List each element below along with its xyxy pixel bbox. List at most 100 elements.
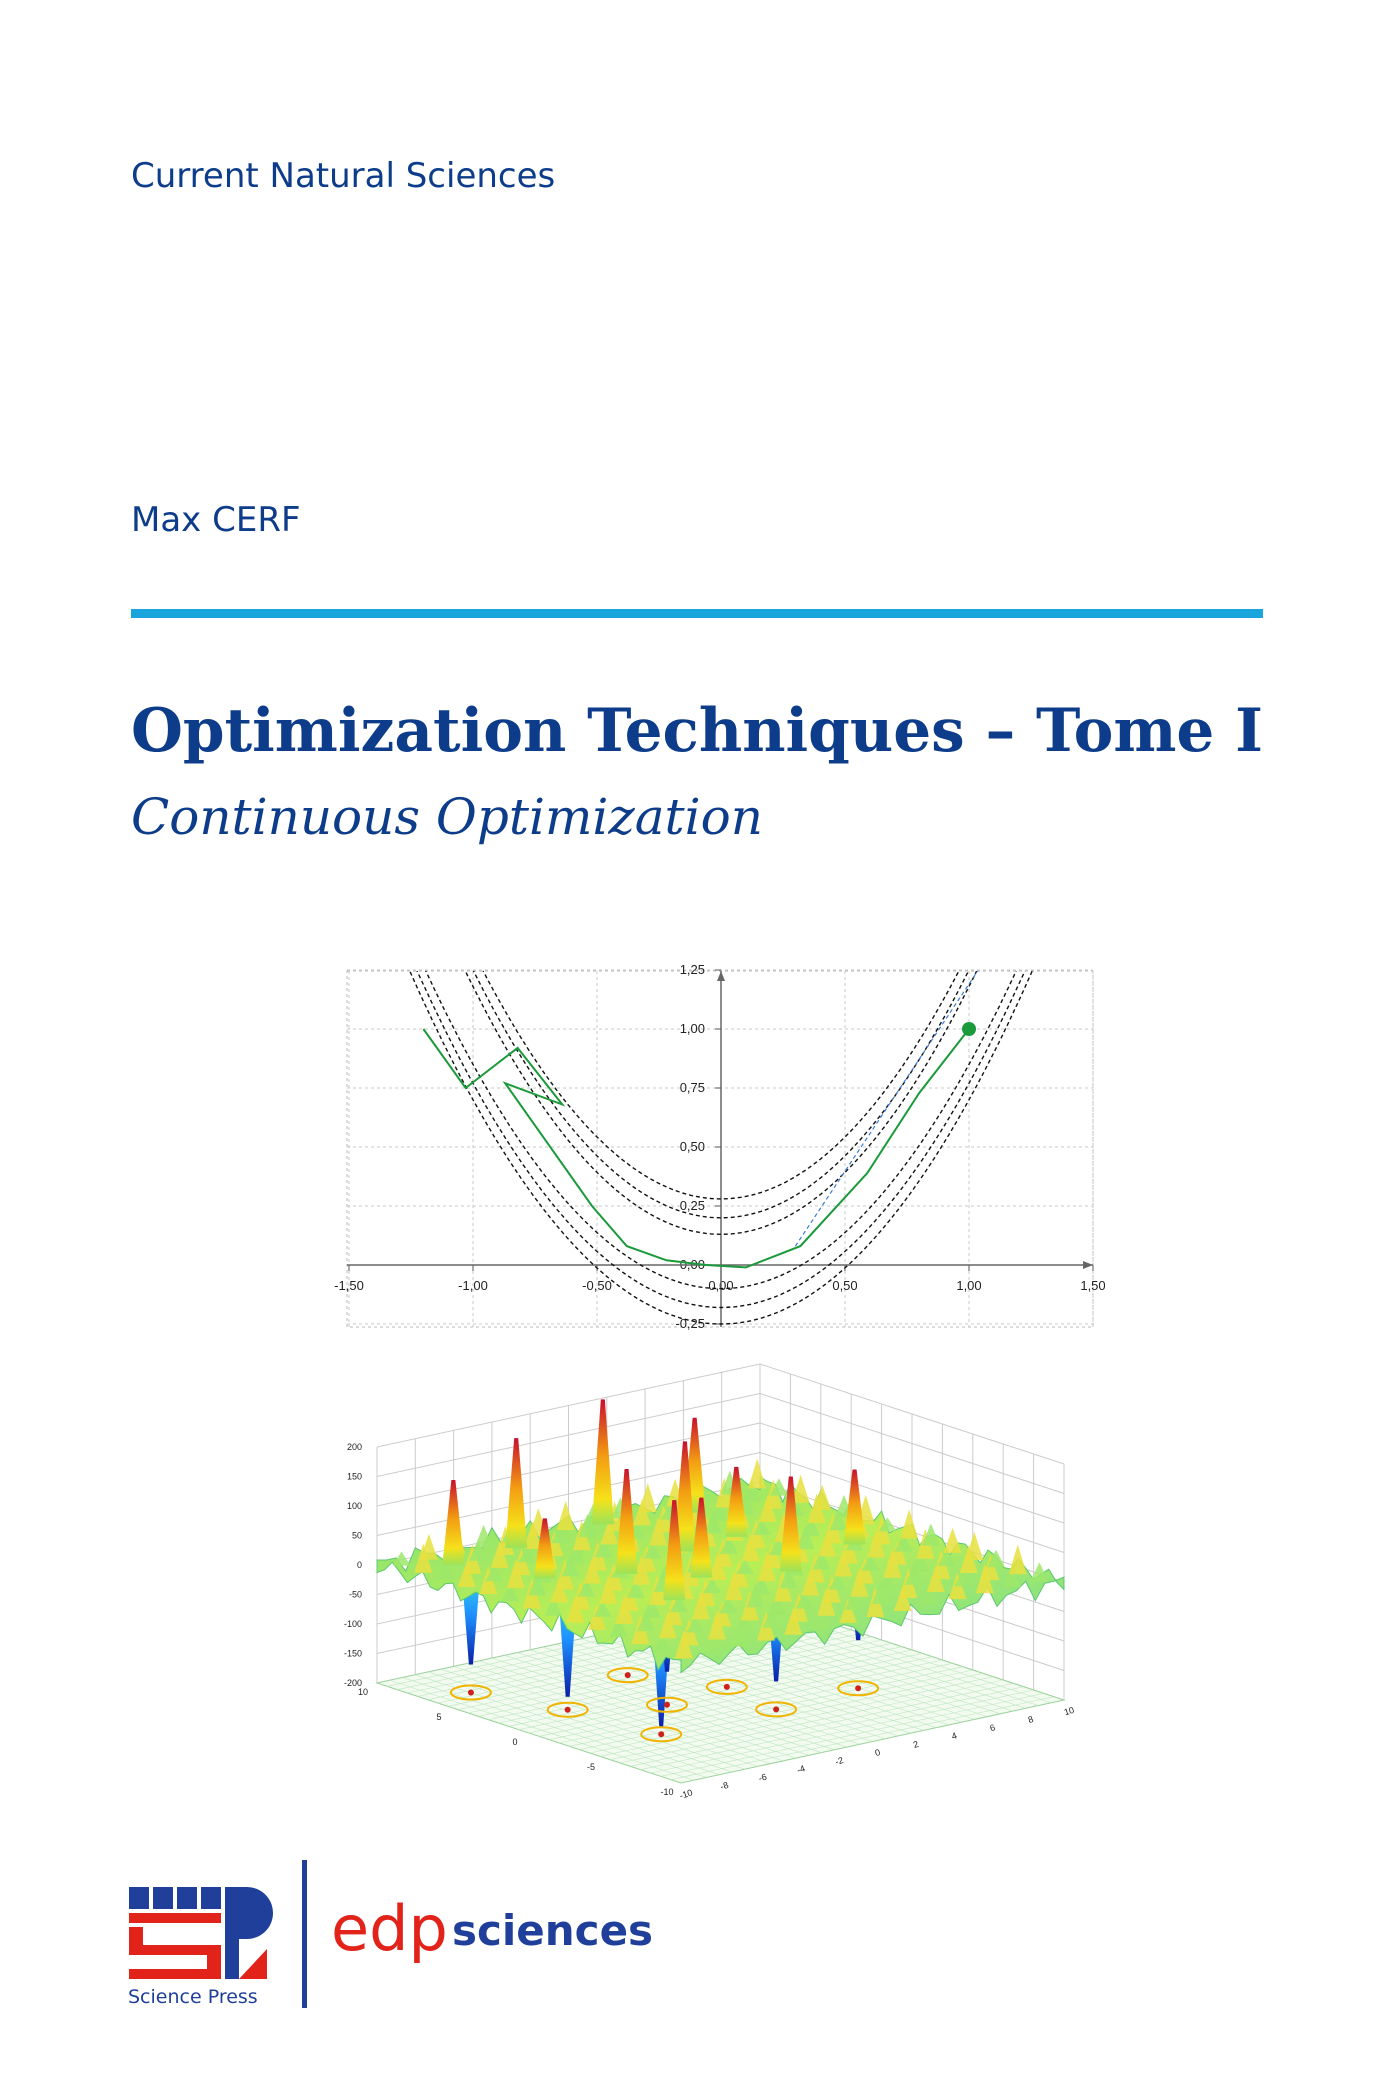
- surface-bump: [561, 1555, 580, 1577]
- floor-contour: [658, 1731, 665, 1738]
- surface-bump: [620, 1586, 639, 1611]
- x-tick-label: 1,00: [956, 1278, 981, 1293]
- right-axis-label: -6: [757, 1772, 768, 1784]
- surface-bump: [583, 1557, 602, 1584]
- surface-bump: [637, 1610, 656, 1632]
- z-tick-label: -150: [344, 1649, 362, 1659]
- x-tick-label: 0,50: [832, 1278, 857, 1293]
- right-axis-label: 6: [989, 1722, 997, 1733]
- floor-grid: [650, 1689, 1034, 1774]
- up-spike: [690, 1497, 713, 1578]
- right-axis-label: 4: [950, 1731, 958, 1742]
- surface-bump: [485, 1565, 504, 1582]
- surface-bump: [779, 1567, 798, 1589]
- left-axis-label: -10: [660, 1787, 673, 1797]
- title: Optimization Techniques – Tome I: [131, 696, 1263, 766]
- surface-bump: [828, 1575, 847, 1590]
- x-tick-label: -0,50: [582, 1278, 612, 1293]
- floor-contour: [837, 1680, 880, 1697]
- floor-grid: [640, 1686, 1024, 1770]
- surface-bump: [593, 1600, 612, 1617]
- right-axis-label: 0: [874, 1747, 882, 1758]
- surface-bump: [910, 1548, 929, 1572]
- surface-bump: [643, 1542, 662, 1559]
- surface-bump: [713, 1601, 732, 1627]
- surface-bump: [518, 1546, 537, 1563]
- axis-arrow: [1083, 1261, 1093, 1269]
- surface-bump: [801, 1569, 820, 1596]
- left-axis-label: 5: [436, 1712, 441, 1722]
- z-tick-label: 50: [352, 1531, 362, 1541]
- surface-bump: [609, 1616, 628, 1638]
- search-direction: [794, 971, 979, 1247]
- right-axis-label: 10: [1063, 1705, 1076, 1718]
- surface-bump: [768, 1590, 787, 1615]
- surface-bump: [861, 1554, 880, 1571]
- x-tick-label: -1,00: [458, 1278, 488, 1293]
- surface-bump: [709, 1499, 728, 1521]
- surface-bump: [577, 1579, 596, 1597]
- surface-bump: [893, 1586, 912, 1612]
- surface-bump: [702, 1633, 721, 1653]
- surface-bump: [878, 1517, 897, 1532]
- surface-bump: [1008, 1544, 1027, 1575]
- surface-bump: [550, 1578, 569, 1603]
- surface-bump: [419, 1533, 438, 1560]
- surface-bump: [392, 1551, 411, 1566]
- up-spike: [673, 1441, 696, 1552]
- contour-line: [416, 971, 1026, 1309]
- author: Max CERF: [131, 500, 301, 540]
- surface-bump: [871, 1581, 890, 1604]
- surface-bump: [763, 1542, 782, 1569]
- z-tick-label: 100: [347, 1501, 362, 1511]
- right-axis-label: -10: [678, 1787, 693, 1801]
- floor-contour: [723, 1683, 730, 1690]
- plot-frame: [346, 970, 1094, 1328]
- surface-bump: [435, 1557, 454, 1580]
- surface-bump: [904, 1564, 923, 1585]
- floor-contour: [664, 1701, 670, 1708]
- floor-contour: [606, 1667, 649, 1684]
- surface-bump: [965, 1531, 984, 1560]
- edp-mark: edp: [331, 1892, 448, 1965]
- surface-bump: [719, 1596, 738, 1614]
- optimum-point: [962, 1022, 976, 1036]
- x-tick-label: 1,50: [1080, 1278, 1105, 1293]
- surface-bump: [748, 1458, 767, 1489]
- surface-bump: [987, 1549, 1006, 1568]
- surface-bump: [838, 1598, 857, 1623]
- up-spike: [442, 1480, 465, 1566]
- surface-bump: [567, 1541, 586, 1564]
- surface-bump: [981, 1554, 1000, 1581]
- floor-grid: [630, 1683, 1014, 1767]
- z-tick-label: -100: [344, 1619, 362, 1629]
- surface-bump: [501, 1583, 520, 1602]
- contours: [409, 971, 1033, 1325]
- surface-bump: [752, 1574, 771, 1595]
- surface-bump: [829, 1509, 848, 1531]
- surface-bump: [686, 1617, 705, 1633]
- surface-bump: [468, 1540, 487, 1561]
- surface-bump: [769, 1478, 788, 1496]
- surface-bump: [888, 1540, 907, 1565]
- surface-bump: [877, 1569, 896, 1591]
- surface-bump: [735, 1611, 754, 1634]
- surface-bump: [811, 1612, 830, 1629]
- y-tick-label: 0,75: [680, 1080, 705, 1095]
- surface-bump: [626, 1579, 645, 1598]
- floor-contour: [705, 1678, 748, 1695]
- surface-bump: [812, 1550, 831, 1570]
- surface-bump: [719, 1536, 738, 1554]
- left-axis-label: -5: [587, 1762, 595, 1772]
- surface-bump: [937, 1548, 956, 1566]
- y-tick-label: -0,25: [675, 1316, 705, 1331]
- surface-bump: [954, 1571, 973, 1587]
- surface-bump: [544, 1596, 563, 1616]
- subtitle: Continuous Optimization: [131, 788, 763, 846]
- up-spike: [843, 1469, 866, 1545]
- edp-word: sciences: [452, 1906, 653, 1955]
- surface-bump: [813, 1484, 832, 1510]
- surface-bump: [474, 1524, 493, 1548]
